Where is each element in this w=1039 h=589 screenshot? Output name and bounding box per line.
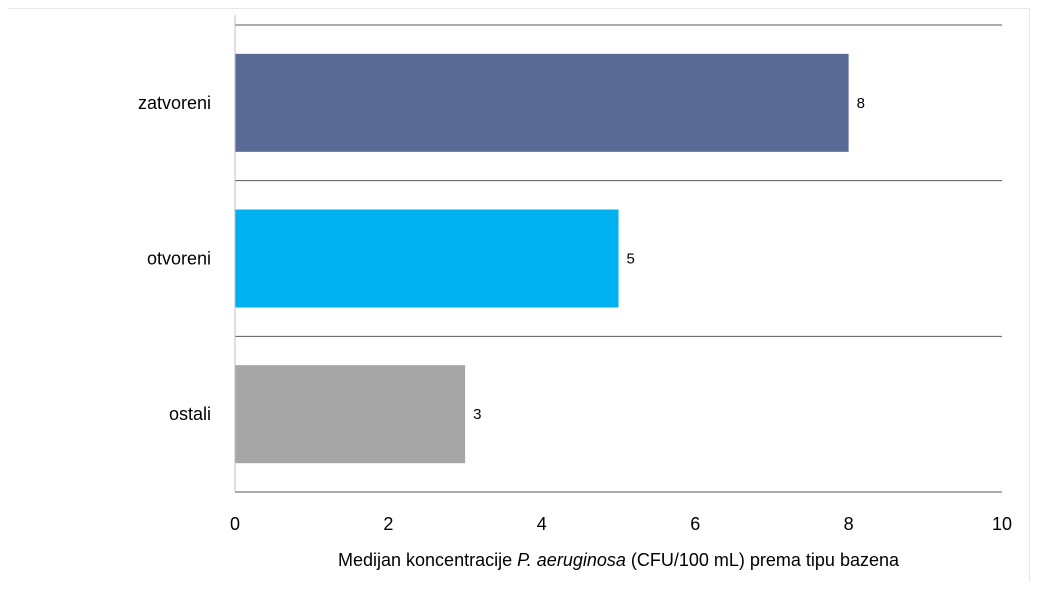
chart-frame [8, 8, 1030, 582]
x-axis-label: Medijan koncentracije P. aeruginosa (CFU… [338, 550, 900, 570]
bar-otvoreni [235, 209, 619, 308]
data-label-zatvoreni: 8 [857, 95, 865, 112]
bar-zatvoreni [235, 53, 849, 152]
bars-group [235, 53, 849, 464]
category-label-otvoreni: otvoreni [147, 249, 211, 269]
x-tick-label: 8 [844, 514, 854, 534]
data-label-ostali: 3 [473, 406, 481, 423]
x-tick-label: 2 [383, 514, 393, 534]
x-tick-label: 0 [230, 514, 240, 534]
x-tick-labels-group: 0 2 4 6 8 10 [230, 514, 1012, 534]
x-axis-label-part: Medijan koncentracije [338, 550, 517, 570]
x-tick-label: 4 [537, 514, 547, 534]
category-labels-group: zatvoreni otvoreni ostali [138, 93, 211, 424]
x-axis-label-part: (CFU/100 mL) prema tipu bazena [626, 550, 900, 570]
category-label-ostali: ostali [169, 404, 211, 424]
x-tick-label: 10 [992, 514, 1012, 534]
x-tick-label: 6 [690, 514, 700, 534]
data-labels-group: 8 5 3 [473, 95, 865, 423]
category-separators [235, 24, 1002, 493]
category-label-zatvoreni: zatvoreni [138, 93, 211, 113]
data-label-otvoreni: 5 [627, 251, 635, 268]
x-axis-label-part: P. aeruginosa [517, 550, 626, 570]
bar-ostali [235, 365, 466, 464]
